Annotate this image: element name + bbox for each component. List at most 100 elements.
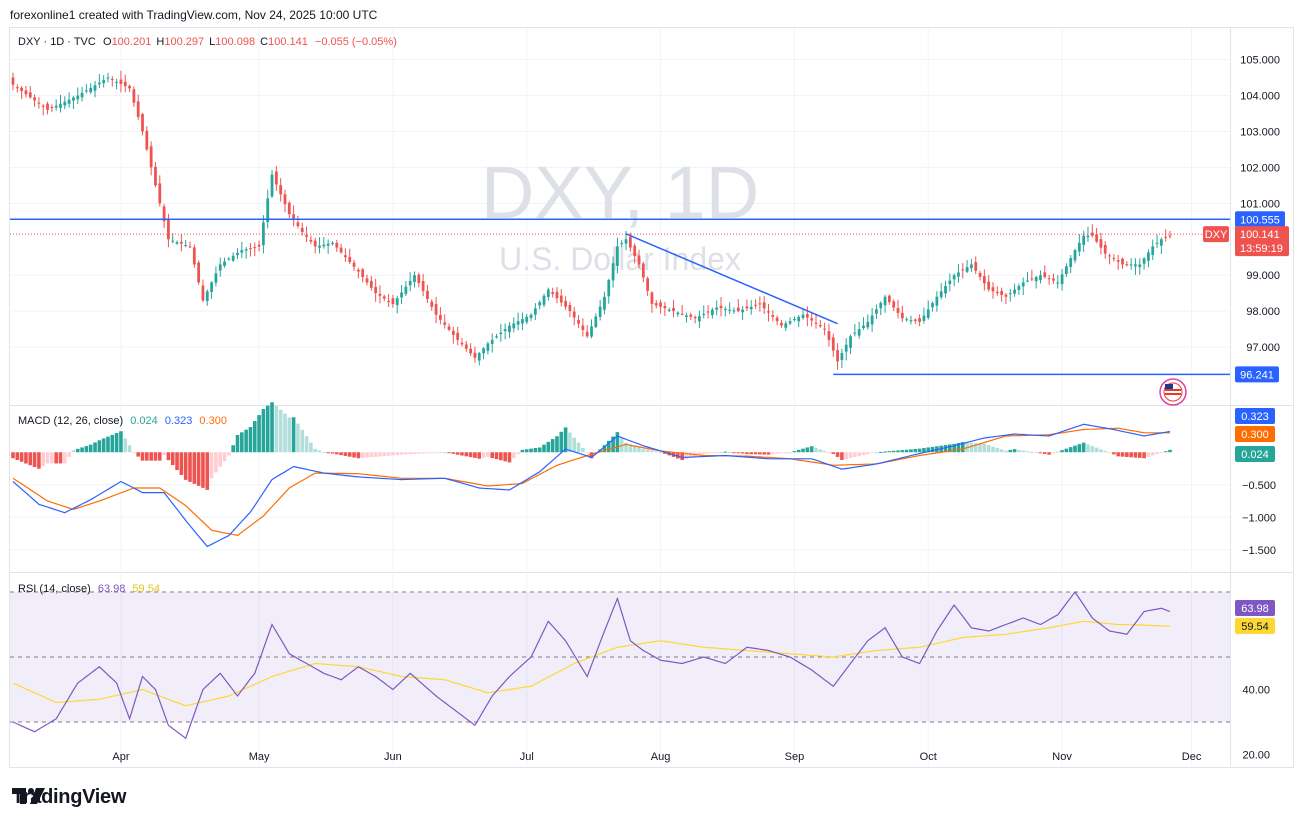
macd-histogram-bar bbox=[166, 452, 171, 461]
candle bbox=[961, 263, 965, 279]
tradingview-logo[interactable]: TradingView bbox=[12, 786, 126, 809]
candle-body bbox=[387, 300, 390, 302]
candle bbox=[857, 321, 861, 339]
candle-body bbox=[33, 97, 36, 101]
candle-body bbox=[322, 244, 326, 247]
candle-body bbox=[426, 290, 429, 299]
macd-signal-line bbox=[12, 427, 1170, 537]
candle bbox=[495, 333, 498, 339]
candle-body bbox=[572, 311, 576, 318]
candle-body bbox=[995, 291, 999, 294]
macd-histogram-bar bbox=[179, 452, 184, 475]
macd-histogram-bar bbox=[378, 452, 382, 457]
candle-body bbox=[931, 303, 934, 308]
candle bbox=[982, 269, 986, 291]
macd-line bbox=[12, 423, 1171, 548]
candle bbox=[54, 99, 58, 111]
candle-body bbox=[270, 174, 274, 197]
candle-body bbox=[374, 286, 378, 294]
macd-histogram-bar bbox=[391, 452, 395, 456]
candle-body bbox=[529, 314, 533, 319]
macd-histogram-bar bbox=[1168, 449, 1172, 453]
candle-body bbox=[1073, 250, 1077, 261]
candle-body bbox=[970, 264, 973, 269]
macd-histogram-bar bbox=[63, 452, 67, 464]
candle bbox=[948, 273, 952, 292]
candle-body bbox=[1159, 239, 1163, 246]
candle bbox=[339, 243, 343, 254]
candle-body bbox=[495, 336, 498, 338]
macd-histogram-bar bbox=[697, 452, 702, 456]
candle-body bbox=[417, 274, 421, 284]
macd-histogram-bar bbox=[490, 452, 495, 458]
macd-histogram-bar bbox=[917, 448, 922, 453]
candle-body bbox=[1155, 242, 1159, 244]
macd-histogram-bar bbox=[973, 443, 978, 453]
price-pane[interactable] bbox=[10, 70, 1230, 376]
macd-histogram-bar bbox=[1081, 442, 1086, 453]
candle bbox=[274, 166, 278, 191]
candle-body bbox=[1138, 264, 1142, 268]
us-flag-icon[interactable] bbox=[1159, 378, 1187, 406]
candle bbox=[715, 300, 719, 316]
candle bbox=[145, 126, 149, 152]
candle-body bbox=[41, 105, 45, 107]
candle-body bbox=[149, 146, 153, 168]
macd-histogram-bar bbox=[624, 442, 628, 453]
candle-body bbox=[875, 309, 878, 314]
candle-body bbox=[646, 278, 650, 291]
candle bbox=[326, 239, 330, 254]
candle-body bbox=[594, 316, 598, 328]
macd-histogram-bar bbox=[727, 452, 732, 454]
candle-body bbox=[227, 258, 231, 260]
candle-body bbox=[957, 272, 960, 277]
candle-body bbox=[1021, 282, 1025, 287]
candle bbox=[1108, 253, 1111, 265]
macd-histogram-bar bbox=[19, 452, 24, 462]
candle-body bbox=[1090, 232, 1094, 236]
tradingview-logo-icon bbox=[12, 788, 45, 804]
rsi-pane[interactable] bbox=[10, 590, 1230, 740]
candle bbox=[745, 299, 749, 311]
candle bbox=[827, 323, 831, 347]
candle bbox=[240, 241, 244, 258]
macd-histogram-bar bbox=[71, 450, 76, 453]
candle bbox=[503, 323, 507, 340]
candle bbox=[352, 259, 356, 271]
candle-body bbox=[900, 312, 904, 319]
macd-histogram-bar bbox=[632, 445, 637, 453]
macd-histogram-bar bbox=[900, 450, 905, 453]
macd-histogram-bar bbox=[231, 445, 235, 453]
candle-body bbox=[59, 103, 62, 108]
macd-histogram-bar bbox=[80, 447, 84, 453]
macd-pane[interactable] bbox=[11, 402, 1172, 548]
macd-tick-label: −0.500 bbox=[1242, 480, 1276, 492]
candle-body bbox=[693, 317, 697, 319]
candle-body bbox=[482, 348, 485, 354]
macd-histogram-bar bbox=[779, 452, 784, 454]
macd-histogram-bar bbox=[1125, 452, 1129, 457]
macd-histogram-bar bbox=[969, 442, 974, 453]
candle bbox=[46, 101, 49, 115]
macd-histogram-bar bbox=[550, 439, 555, 453]
candle bbox=[1099, 232, 1103, 255]
candle bbox=[555, 287, 559, 304]
candle bbox=[266, 189, 270, 229]
candle bbox=[188, 241, 192, 249]
candle-body bbox=[179, 241, 183, 244]
x-tick-label: Jul bbox=[520, 751, 534, 763]
macd-histogram-bar bbox=[1112, 452, 1116, 455]
candle bbox=[192, 244, 196, 268]
candle bbox=[223, 257, 226, 268]
candle bbox=[1112, 254, 1116, 262]
candle bbox=[391, 294, 395, 308]
candle bbox=[1030, 269, 1034, 282]
macd-histogram-bar bbox=[650, 450, 654, 453]
candle-body bbox=[348, 256, 352, 263]
candle bbox=[72, 95, 75, 109]
candle-body bbox=[106, 77, 110, 79]
macd-histogram-bar bbox=[425, 452, 430, 454]
candle bbox=[270, 170, 274, 199]
candle bbox=[529, 313, 533, 322]
